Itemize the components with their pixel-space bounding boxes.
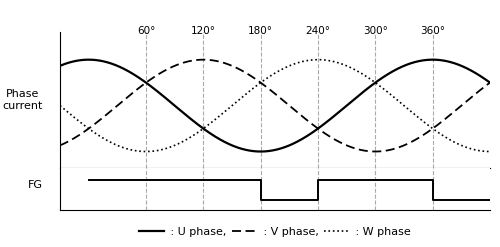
Text: 360°: 360° <box>420 26 445 36</box>
Text: FG: FG <box>28 180 43 189</box>
Text: 60°: 60° <box>137 26 155 36</box>
Legend:  : U phase,,  : V phase,,  : W phase: : U phase,, : V phase,, : W phase <box>135 223 415 242</box>
Text: Phase
current: Phase current <box>2 89 43 111</box>
Text: 180°: 180° <box>248 26 273 36</box>
Text: 120°: 120° <box>191 26 216 36</box>
Text: 300°: 300° <box>363 26 388 36</box>
Text: 240°: 240° <box>306 26 330 36</box>
